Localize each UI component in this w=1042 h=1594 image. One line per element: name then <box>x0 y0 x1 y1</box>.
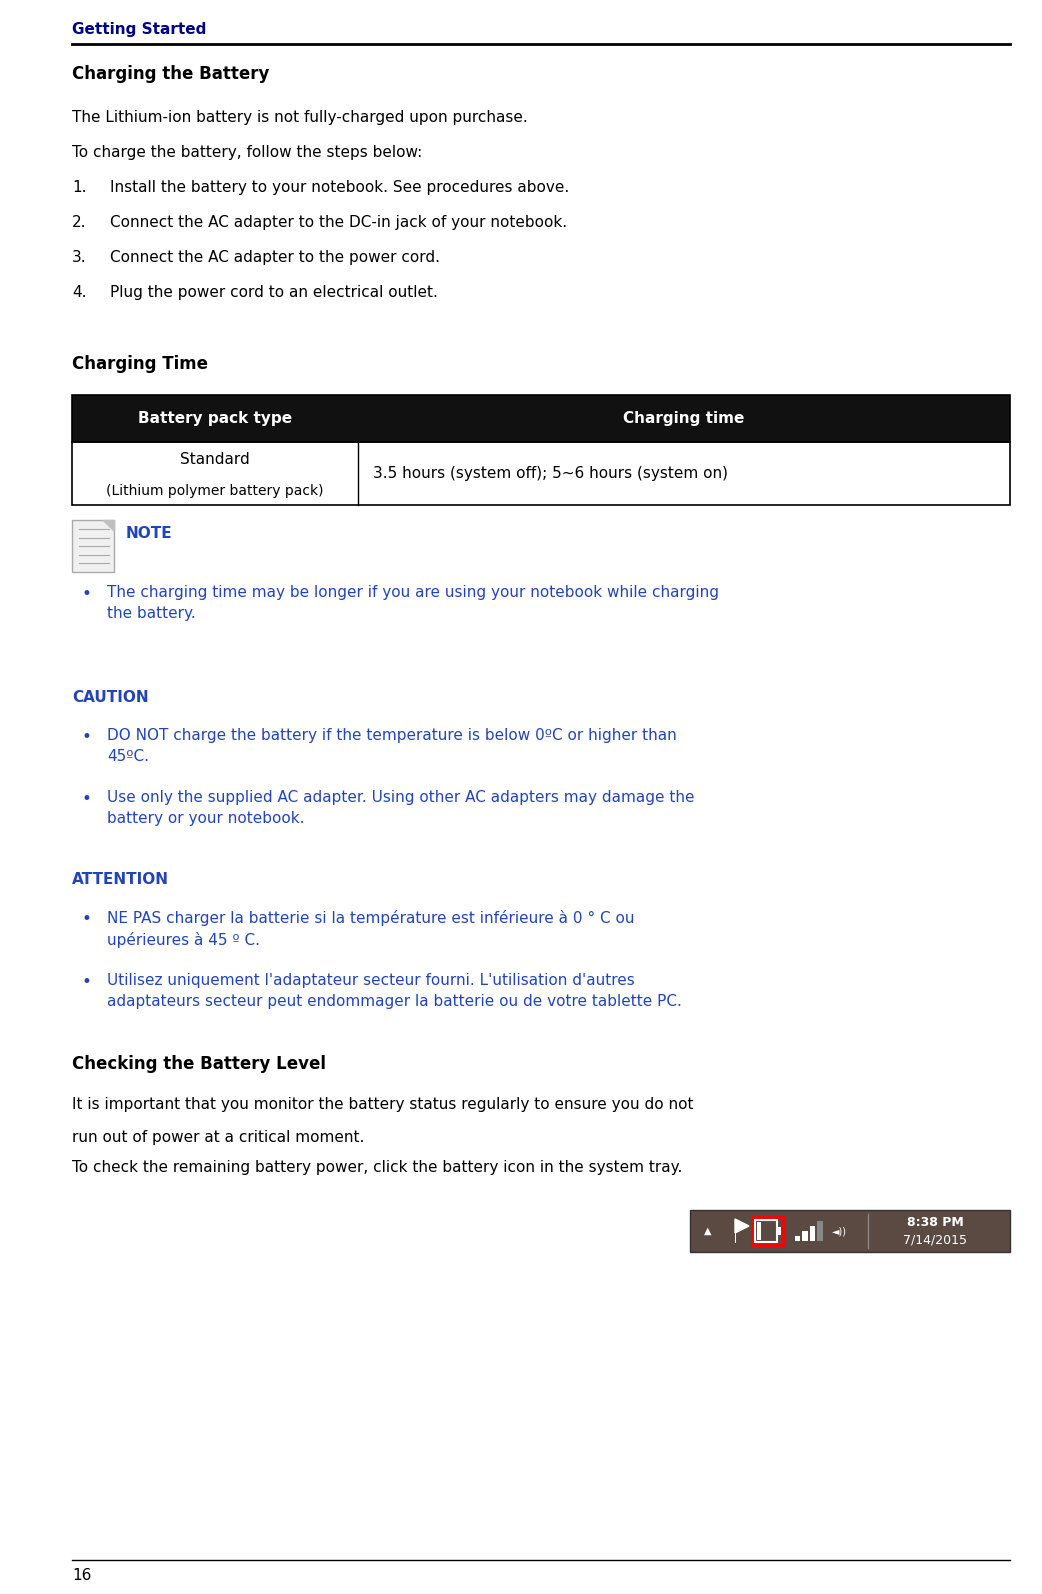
Text: 8:38 PM: 8:38 PM <box>907 1216 964 1229</box>
Text: To charge the battery, follow the steps below:: To charge the battery, follow the steps … <box>72 145 422 159</box>
FancyBboxPatch shape <box>72 520 114 572</box>
Text: CAUTION: CAUTION <box>72 690 149 705</box>
Text: 4.: 4. <box>72 285 86 300</box>
Text: Getting Started: Getting Started <box>72 22 206 37</box>
Text: •: • <box>82 585 92 603</box>
Text: 2.: 2. <box>72 215 86 230</box>
FancyBboxPatch shape <box>690 1210 1010 1251</box>
Text: •: • <box>82 910 92 928</box>
Text: Connect the AC adapter to the DC-in jack of your notebook.: Connect the AC adapter to the DC-in jack… <box>110 215 567 230</box>
Text: Use only the supplied AC adapter. Using other AC adapters may damage the
battery: Use only the supplied AC adapter. Using … <box>107 791 695 826</box>
Text: The Lithium-ion battery is not fully-charged upon purchase.: The Lithium-ion battery is not fully-cha… <box>72 110 527 124</box>
FancyBboxPatch shape <box>810 1226 816 1242</box>
FancyBboxPatch shape <box>795 1235 800 1242</box>
Text: ◄)): ◄)) <box>832 1226 847 1235</box>
Text: Utilisez uniquement l'adaptateur secteur fourni. L'utilisation d'autres
adaptate: Utilisez uniquement l'adaptateur secteur… <box>107 972 681 1009</box>
Text: run out of power at a critical moment.: run out of power at a critical moment. <box>72 1130 365 1144</box>
Text: Battery pack type: Battery pack type <box>138 411 292 426</box>
Text: Standard: Standard <box>180 453 250 467</box>
Text: •: • <box>82 728 92 746</box>
FancyBboxPatch shape <box>777 1227 782 1235</box>
Text: 3.5 hours (system off); 5~6 hours (system on): 3.5 hours (system off); 5~6 hours (syste… <box>373 465 728 481</box>
Text: To check the remaining battery power, click the battery icon in the system tray.: To check the remaining battery power, cl… <box>72 1160 683 1175</box>
FancyBboxPatch shape <box>72 442 1010 505</box>
Text: Plug the power cord to an electrical outlet.: Plug the power cord to an electrical out… <box>110 285 438 300</box>
Text: NOTE: NOTE <box>126 526 173 540</box>
Text: •: • <box>82 791 92 808</box>
Text: Connect the AC adapter to the power cord.: Connect the AC adapter to the power cord… <box>110 250 440 265</box>
FancyBboxPatch shape <box>756 1223 761 1240</box>
Text: ▲: ▲ <box>704 1226 712 1235</box>
Text: Charging time: Charging time <box>623 411 745 426</box>
Text: Charging the Battery: Charging the Battery <box>72 65 270 83</box>
Text: NE PAS charger la batterie si la température est inférieure à 0 ° C ou
upérieure: NE PAS charger la batterie si la tempéra… <box>107 910 635 948</box>
Text: ATTENTION: ATTENTION <box>72 872 169 886</box>
Text: (Lithium polymer battery pack): (Lithium polymer battery pack) <box>106 485 324 499</box>
Polygon shape <box>103 520 114 531</box>
Polygon shape <box>735 1219 749 1234</box>
FancyBboxPatch shape <box>802 1231 808 1242</box>
Text: Install the battery to your notebook. See procedures above.: Install the battery to your notebook. Se… <box>110 180 569 194</box>
Text: It is important that you monitor the battery status regularly to ensure you do n: It is important that you monitor the bat… <box>72 1097 694 1113</box>
Text: 16: 16 <box>72 1568 92 1583</box>
Text: The charging time may be longer if you are using your notebook while charging
th: The charging time may be longer if you a… <box>107 585 719 622</box>
Text: Charging Time: Charging Time <box>72 355 208 373</box>
Text: 3.: 3. <box>72 250 86 265</box>
FancyBboxPatch shape <box>818 1221 823 1242</box>
Text: Checking the Battery Level: Checking the Battery Level <box>72 1055 326 1073</box>
Text: •: • <box>82 972 92 991</box>
Text: 1.: 1. <box>72 180 86 194</box>
Text: DO NOT charge the battery if the temperature is below 0ºC or higher than
45ºC.: DO NOT charge the battery if the tempera… <box>107 728 676 764</box>
FancyBboxPatch shape <box>72 395 1010 442</box>
Text: 7/14/2015: 7/14/2015 <box>903 1234 967 1247</box>
